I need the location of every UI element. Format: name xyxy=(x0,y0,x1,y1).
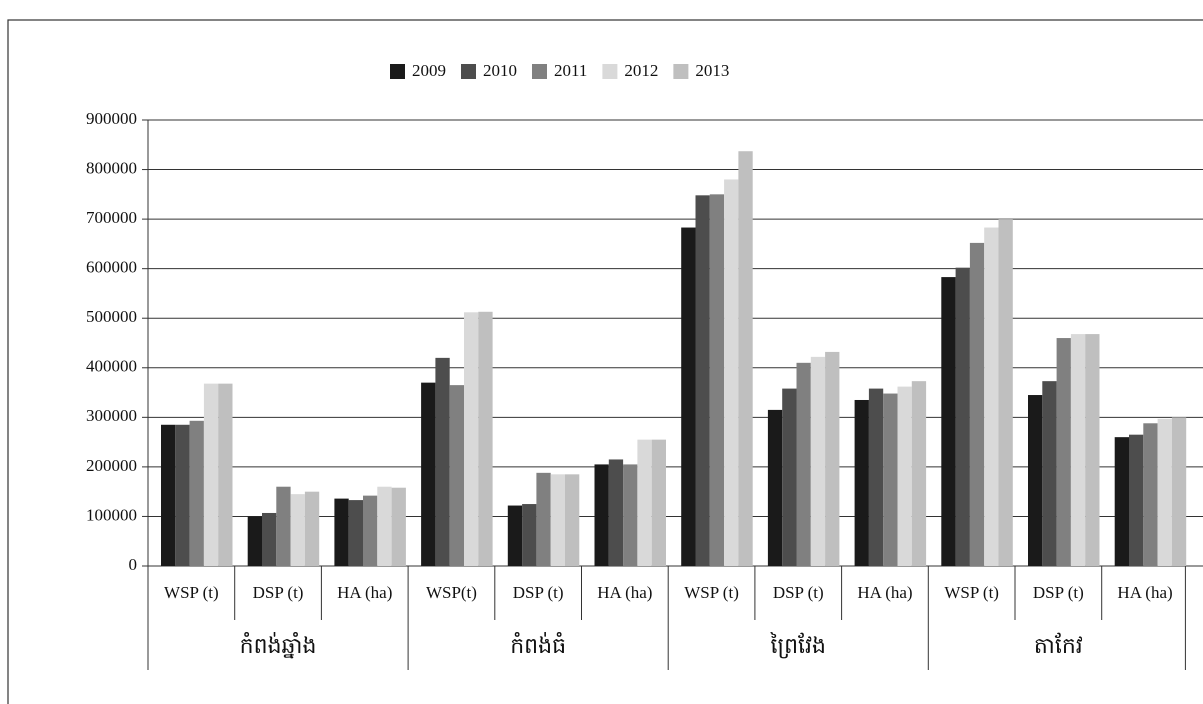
x-tick-label: WSP(t) xyxy=(426,583,477,602)
bar xyxy=(1114,437,1129,566)
y-tick-label: 200000 xyxy=(86,456,137,475)
bar xyxy=(565,474,580,566)
bar xyxy=(868,388,884,566)
legend-swatch xyxy=(532,64,547,79)
legend-swatch xyxy=(461,64,476,79)
x-tick-label: HA (ha) xyxy=(1117,583,1172,602)
bar xyxy=(637,439,652,566)
bar xyxy=(464,312,479,566)
legend-label: 2013 xyxy=(695,61,729,80)
bar xyxy=(681,227,696,566)
x-tick-label: HA (ha) xyxy=(337,583,392,602)
x-tick-label: DSP (t) xyxy=(253,583,304,602)
bar xyxy=(984,227,999,566)
bar xyxy=(695,195,710,566)
x-tick-label: WSP (t) xyxy=(944,583,999,602)
bar xyxy=(1129,434,1144,566)
bar xyxy=(998,219,1013,566)
legend-swatch xyxy=(673,64,689,79)
bar xyxy=(304,491,320,566)
bar xyxy=(391,487,406,566)
bar xyxy=(449,385,464,566)
bar xyxy=(651,439,666,566)
y-tick-label: 100000 xyxy=(86,505,137,524)
bar xyxy=(969,242,985,567)
bar xyxy=(709,194,725,567)
y-tick-label: 800000 xyxy=(86,158,137,177)
bar xyxy=(189,420,204,566)
bar xyxy=(608,459,624,566)
bar xyxy=(507,505,523,566)
y-tick-label: 400000 xyxy=(86,357,137,376)
x-tick-label: WSP (t) xyxy=(684,583,739,602)
chart-frame xyxy=(7,19,1203,704)
y-tick-label: 900000 xyxy=(86,109,137,128)
bar xyxy=(536,472,551,566)
group-label: តាកែវ xyxy=(1034,632,1083,658)
legend-swatch xyxy=(390,64,405,79)
bar xyxy=(594,464,609,566)
bar xyxy=(522,504,537,566)
bar xyxy=(623,464,638,566)
legend-label: 2012 xyxy=(624,61,658,80)
bar xyxy=(897,386,912,566)
bar xyxy=(175,424,190,566)
bar xyxy=(724,179,739,566)
bar xyxy=(334,498,349,566)
x-tick-label: DSP (t) xyxy=(773,583,824,602)
bar xyxy=(377,486,392,566)
bar xyxy=(911,381,927,566)
bar xyxy=(825,351,840,566)
bar xyxy=(421,382,436,566)
bar xyxy=(348,500,363,566)
x-tick-label: DSP (t) xyxy=(1033,583,1084,602)
legend-label: 2009 xyxy=(412,61,446,80)
group-label: កំពង់ធំ xyxy=(510,632,566,658)
x-tick-label: DSP (t) xyxy=(513,583,564,602)
bar xyxy=(1056,338,1071,566)
bar xyxy=(247,516,262,566)
bar xyxy=(796,362,811,566)
y-tick-label: 300000 xyxy=(86,406,137,425)
y-tick-label: 0 xyxy=(129,555,138,574)
bar xyxy=(218,383,233,566)
bar xyxy=(161,424,176,566)
x-tick-label: WSP (t) xyxy=(164,583,219,602)
group-label: កំពង់ឆ្នាំង xyxy=(240,632,317,659)
bar xyxy=(1143,423,1158,566)
y-tick-label: 500000 xyxy=(86,307,137,326)
bar xyxy=(1085,334,1100,566)
bar xyxy=(941,277,956,566)
legend-label: 2011 xyxy=(554,61,587,80)
y-tick-label: 600000 xyxy=(86,258,137,277)
bar xyxy=(782,388,797,566)
bar xyxy=(738,151,753,566)
bar xyxy=(955,267,970,566)
bar xyxy=(854,399,869,566)
legend-swatch xyxy=(602,64,618,79)
y-tick-label: 700000 xyxy=(86,208,137,227)
bar xyxy=(276,486,291,566)
bar xyxy=(550,474,565,566)
x-tick-label: HA (ha) xyxy=(857,583,912,602)
x-tick-label: HA (ha) xyxy=(597,583,652,602)
bar xyxy=(203,383,219,566)
bar xyxy=(1070,334,1086,566)
bar xyxy=(262,512,277,566)
bar xyxy=(1028,395,1043,566)
bar xyxy=(290,494,305,566)
bar xyxy=(1042,381,1057,566)
bar xyxy=(478,311,493,566)
bar xyxy=(767,409,783,566)
group-label: ព្រៃវែង xyxy=(770,632,826,659)
bar xyxy=(1157,418,1172,566)
bar xyxy=(883,393,898,566)
bar xyxy=(435,357,450,566)
bar xyxy=(810,356,826,566)
legend-label: 2010 xyxy=(483,61,517,80)
bar xyxy=(1171,417,1187,566)
bar xyxy=(363,495,378,566)
